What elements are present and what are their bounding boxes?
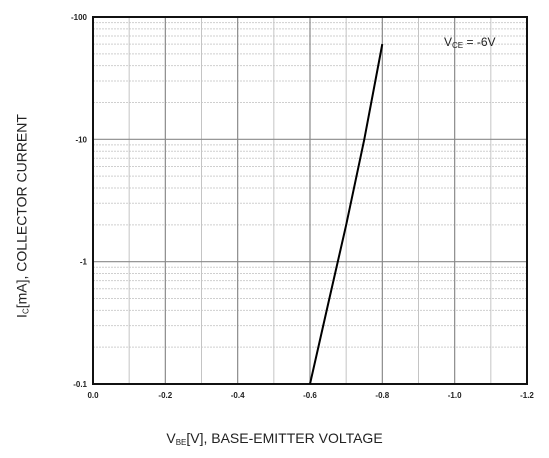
x-tick-label: -0.8 bbox=[375, 391, 389, 400]
vce-annotation: VCE = -6V bbox=[444, 35, 496, 50]
y-axis-title: IC[mA], COLLECTOR CURRENT bbox=[13, 114, 31, 318]
ic-vbe-curve bbox=[309, 43, 384, 385]
x-tick-label: -1.2 bbox=[520, 391, 534, 400]
x-tick-label: -0.6 bbox=[303, 391, 317, 400]
x-tick-label: -0.4 bbox=[231, 391, 245, 400]
x-axis-title: VBE[V], BASE-EMITTER VOLTAGE bbox=[166, 430, 383, 447]
x-tick-label: 0.0 bbox=[87, 391, 99, 400]
y-tick-label: -100 bbox=[71, 13, 88, 22]
y-tick-label: -1 bbox=[80, 258, 88, 267]
y-tick-label: -0.1 bbox=[73, 380, 87, 389]
x-tick-label: -1.0 bbox=[448, 391, 462, 400]
y-tick-label: -10 bbox=[75, 135, 87, 144]
x-tick-label: -0.2 bbox=[158, 391, 172, 400]
